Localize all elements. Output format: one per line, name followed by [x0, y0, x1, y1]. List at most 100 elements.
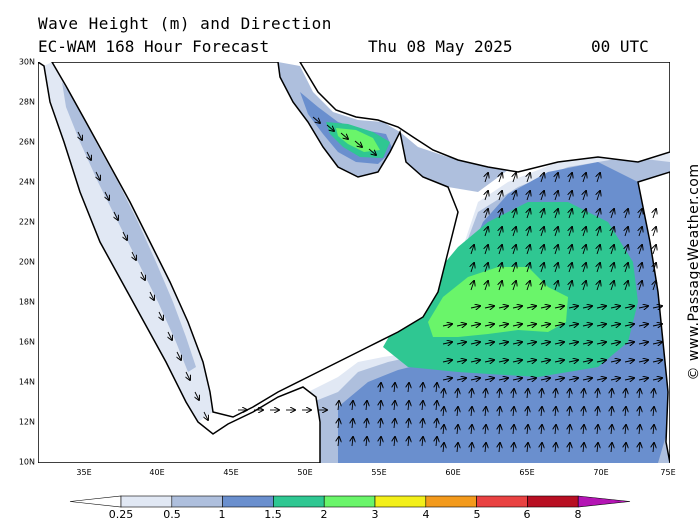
- lat-label-28n: 28N: [18, 97, 35, 107]
- direction-arrow: [526, 378, 536, 380]
- direction-arrow: [653, 443, 654, 453]
- direction-arrow: [639, 263, 642, 273]
- direction-arrow: [338, 437, 339, 447]
- direction-arrow: [583, 173, 586, 183]
- direction-arrow: [639, 227, 642, 237]
- direction-arrow: [352, 401, 353, 411]
- direction-arrow: [653, 425, 654, 435]
- direction-arrow: [652, 324, 662, 326]
- direction-arrow: [611, 227, 614, 237]
- direction-arrow: [597, 425, 598, 435]
- sea-layer-05-gulf-of-oman: [400, 132, 508, 192]
- direction-arrow: [541, 407, 542, 417]
- direction-arrow: [96, 171, 100, 180]
- direction-arrow: [555, 209, 558, 219]
- direction-arrow: [485, 407, 486, 417]
- lon-label-75e: 75E: [660, 468, 676, 477]
- direction-arrow: [513, 173, 516, 183]
- direction-arrow: [554, 378, 564, 380]
- direction-arrow: [652, 378, 662, 380]
- direction-arrow: [541, 425, 542, 435]
- direction-arrow: [625, 425, 626, 435]
- direction-arrow: [625, 209, 628, 219]
- legend-swatch: [323, 495, 376, 508]
- direction-arrow: [470, 306, 480, 308]
- direction-arrow: [498, 306, 508, 308]
- direction-arrow: [611, 263, 614, 273]
- direction-arrow: [527, 425, 528, 435]
- direction-arrow: [611, 209, 614, 219]
- direction-arrow: [484, 360, 494, 362]
- direction-arrow: [442, 342, 452, 344]
- direction-arrow: [653, 227, 656, 237]
- direction-arrow: [597, 443, 598, 453]
- direction-arrow: [512, 360, 522, 362]
- direction-arrow: [638, 342, 648, 344]
- direction-arrow: [597, 173, 600, 183]
- lat-label-26n: 26N: [18, 137, 35, 147]
- direction-arrow: [611, 443, 612, 453]
- direction-arrow: [540, 306, 550, 308]
- direction-arrow: [568, 306, 578, 308]
- direction-arrow: [625, 443, 626, 453]
- legend-label-6: 6: [523, 508, 531, 521]
- direction-arrow: [569, 263, 572, 273]
- direction-arrow: [653, 407, 654, 417]
- direction-arrow: [596, 360, 606, 362]
- direction-arrow: [513, 191, 516, 201]
- direction-arrow: [87, 151, 91, 160]
- direction-arrow: [527, 209, 530, 219]
- direction-arrow: [443, 443, 444, 453]
- legend-swatch: [476, 495, 528, 508]
- direction-arrow: [368, 148, 376, 155]
- direction-arrow: [498, 342, 508, 344]
- direction-arrow: [422, 419, 423, 429]
- lon-label-40e: 40E: [149, 468, 165, 477]
- direction-arrow: [195, 391, 199, 400]
- direction-arrow: [540, 342, 550, 344]
- forecast-model-label: EC-WAM 168 Hour Forecast: [38, 37, 270, 56]
- direction-arrow: [555, 407, 556, 417]
- lat-label-22n: 22N: [18, 217, 35, 227]
- legend-swatch: [222, 495, 274, 508]
- direction-arrow: [408, 401, 409, 411]
- direction-arrow: [204, 411, 208, 420]
- direction-arrow: [583, 281, 586, 291]
- legend-label-4: 4: [422, 508, 430, 521]
- direction-arrow: [555, 389, 556, 399]
- direction-arrow: [380, 419, 381, 429]
- direction-arrow: [638, 324, 648, 326]
- legend-label-3: 3: [371, 508, 379, 521]
- direction-arrow: [597, 389, 598, 399]
- direction-arrow: [457, 425, 458, 435]
- direction-arrow: [527, 173, 530, 183]
- legend-swatch: [527, 495, 579, 508]
- lat-label-18n: 18N: [18, 297, 35, 307]
- direction-arrow: [380, 401, 381, 411]
- legend-swatch: [273, 495, 325, 508]
- direction-arrow: [541, 227, 544, 237]
- land-arabia: [51, 62, 459, 418]
- direction-arrow: [639, 407, 640, 417]
- direction-arrow: [456, 342, 466, 344]
- direction-arrow: [624, 360, 634, 362]
- direction-arrow: [141, 271, 145, 280]
- direction-arrow: [485, 389, 486, 399]
- direction-arrow: [541, 389, 542, 399]
- direction-arrow: [555, 425, 556, 435]
- direction-arrow: [568, 360, 578, 362]
- direction-arrow: [499, 443, 500, 453]
- direction-arrow: [422, 401, 423, 411]
- direction-arrow: [611, 245, 614, 255]
- direction-arrow: [443, 425, 444, 435]
- direction-arrow: [554, 360, 564, 362]
- direction-arrow: [597, 281, 600, 291]
- direction-arrow: [485, 245, 488, 255]
- direction-arrow: [394, 419, 395, 429]
- direction-arrow: [569, 425, 570, 435]
- map-title: Wave Height (m) and Direction: [38, 14, 332, 33]
- direction-arrow: [485, 443, 486, 453]
- direction-arrow: [527, 245, 530, 255]
- direction-arrow: [653, 245, 656, 255]
- direction-arrow: [652, 342, 662, 344]
